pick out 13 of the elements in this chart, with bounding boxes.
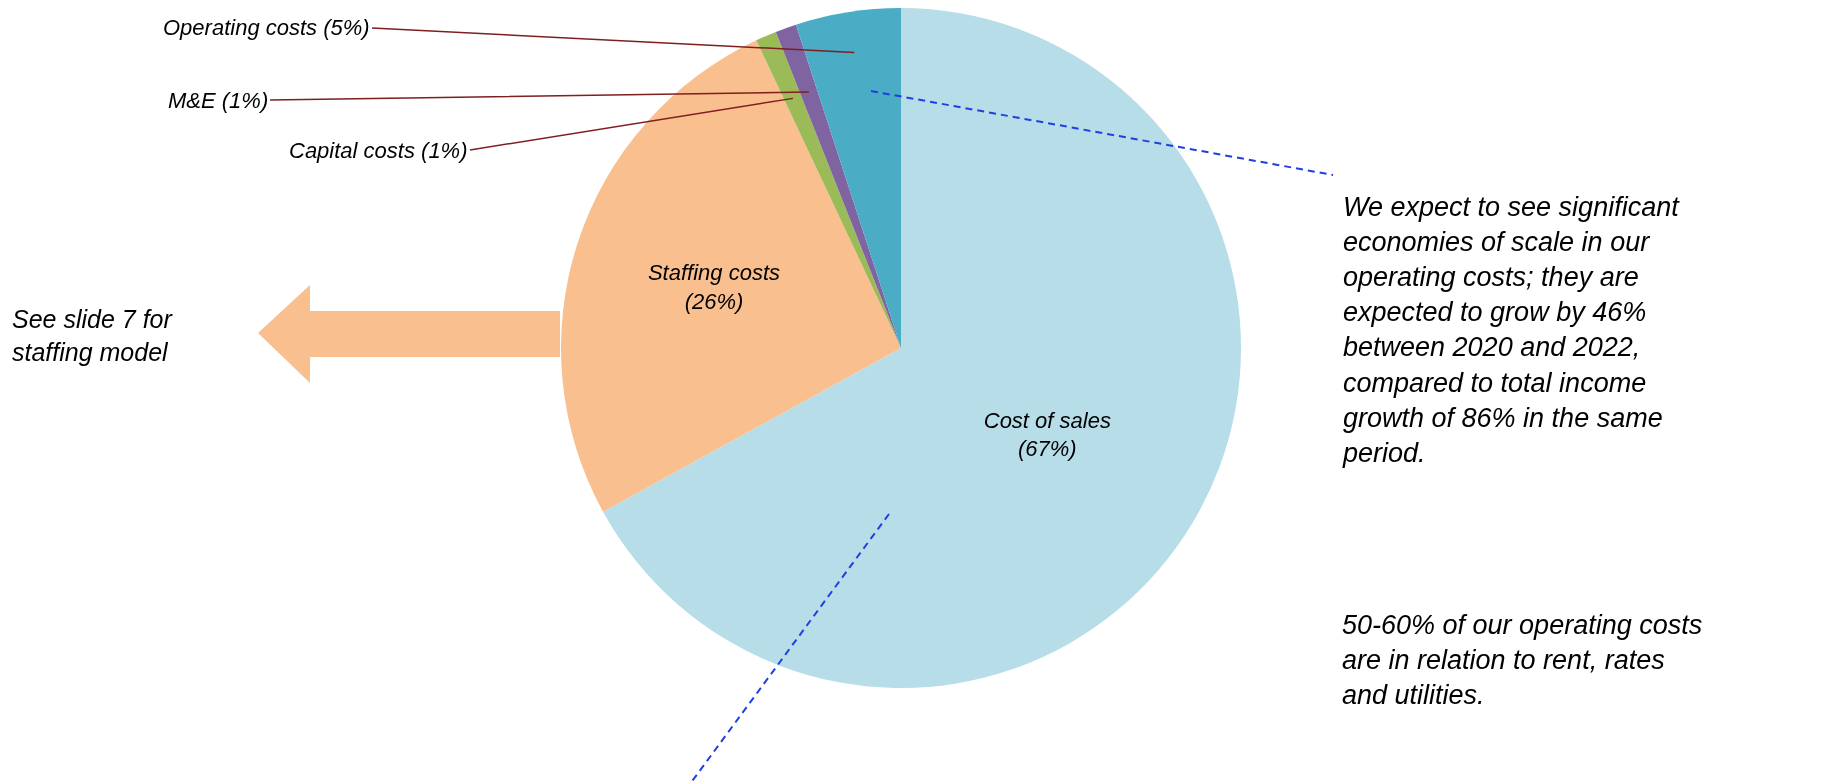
slice-label: Operating costs (5%)	[163, 15, 370, 40]
pie-slice	[603, 8, 1241, 688]
text: We expect to see significant economies of scale in our operating costs; they are expected to grow by 46% between 2020 and 2022, compared to total income growth of 86% in the same period.	[1342, 192, 1681, 468]
text: 50-60% of our operating costs are in relation to rent, rates and utilities.	[1342, 610, 1703, 711]
text: See slide 7 for staffing model	[12, 305, 174, 366]
data-label: (67%)	[1017, 436, 1077, 462]
slice-label: Cost of sales	[983, 407, 1111, 433]
slice-label: Capital costs (1%)	[289, 138, 468, 163]
pie-slice	[561, 40, 901, 512]
data-label: (26%)	[684, 289, 744, 315]
slice-label: M&E (1%)	[168, 88, 269, 113]
pie-slice	[795, 8, 901, 348]
slice-label: Staffing costs	[647, 260, 781, 286]
